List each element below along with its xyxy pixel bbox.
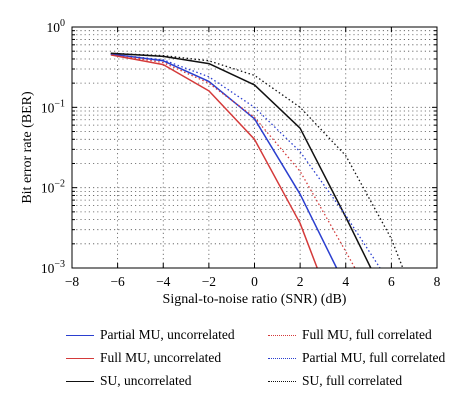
x-tick-label: 0 <box>251 274 258 289</box>
legend-label: Full MU, uncorrelated <box>100 350 222 365</box>
series-line-2 <box>110 52 372 269</box>
series-line-5 <box>110 52 404 269</box>
legend-label: SU, uncorrelated <box>100 373 192 388</box>
y-tick-label: 10−3 <box>41 259 65 276</box>
series-line-4 <box>110 53 381 269</box>
series-line-0 <box>110 53 338 269</box>
y-tick-label: 100 <box>47 18 66 35</box>
legend-label: Partial MU, full correlated <box>302 350 446 365</box>
y-tick-label: 10−1 <box>41 98 65 115</box>
ticks: −8 −6 −4 −2 0 2 4 6 8 100 10−1 10−2 10−3 <box>41 18 441 289</box>
legend-item-su-full-correlated: SU, full correlated <box>268 372 402 390</box>
legend-item-full-mu-uncorrelated: Full MU, uncorrelated <box>66 349 221 367</box>
y-axis-label: Bit error rate (BER) <box>20 91 35 204</box>
ber-chart: −8 −6 −4 −2 0 2 4 6 8 100 10−1 10−2 10−3 Signal-to-n… <box>20 18 441 307</box>
x-tick-label: −8 <box>65 274 80 289</box>
legend-swatch <box>66 380 94 382</box>
legend-label: Full MU, full correlated <box>302 327 432 342</box>
x-tick-label: −6 <box>110 274 125 289</box>
x-tick-label: −4 <box>156 274 171 289</box>
legend-swatch <box>268 334 296 336</box>
y-tick-label: 10−2 <box>41 179 65 196</box>
legend-item-full-mu-full-correlated: Full MU, full correlated <box>268 326 432 344</box>
legend-item-partial-mu-uncorrelated: Partial MU, uncorrelated <box>66 326 235 344</box>
legend-item-su-uncorrelated: SU, uncorrelated <box>66 372 191 390</box>
x-tick-label: −2 <box>202 274 216 289</box>
series-line-3 <box>110 53 356 269</box>
legend-swatch <box>66 334 94 336</box>
legend-swatch <box>66 357 94 359</box>
series-line-1 <box>110 54 318 269</box>
legend-swatch <box>268 357 296 359</box>
x-tick-label: 8 <box>434 274 441 289</box>
legend-swatch <box>268 380 296 382</box>
x-tick-label: 6 <box>388 274 395 289</box>
x-tick-label: 4 <box>342 274 349 289</box>
legend-label: SU, full correlated <box>302 373 403 388</box>
plot-area <box>72 27 437 268</box>
legend: Partial MU, uncorrelated Full MU, uncorr… <box>0 316 474 405</box>
legend-item-partial-mu-full-correlated: Partial MU, full correlated <box>268 349 445 367</box>
x-axis-label: Signal-to-noise ratio (SNR) (dB) <box>163 292 347 307</box>
series-layer <box>110 52 404 269</box>
x-tick-label: 2 <box>297 274 304 289</box>
legend-label: Partial MU, uncorrelated <box>100 327 235 342</box>
